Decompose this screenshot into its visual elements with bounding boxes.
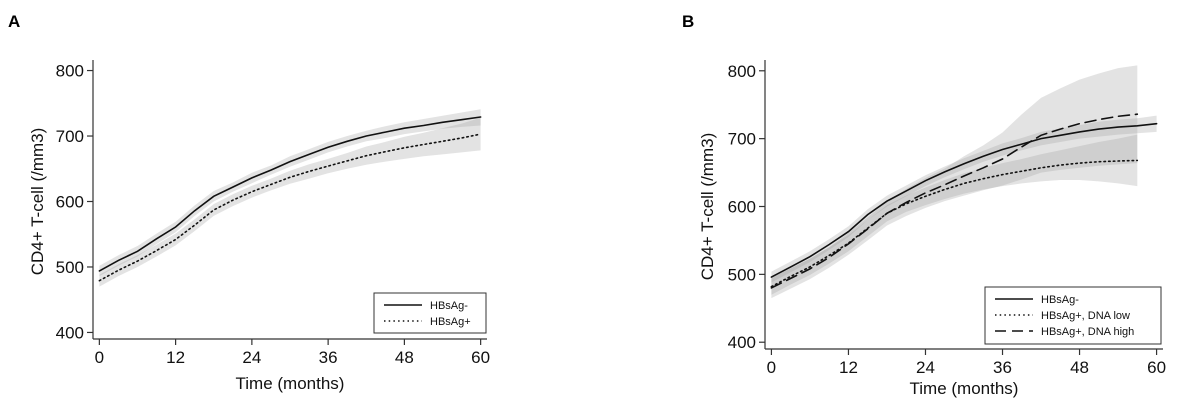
confidence-band-1 <box>99 109 481 277</box>
legend-label: HBsAg+, DNA low <box>1041 310 1130 322</box>
x-tick-label: 36 <box>319 348 338 367</box>
legend-label: HBsAg- <box>1041 294 1079 306</box>
y-tick-label: 600 <box>728 198 756 217</box>
x-tick-label: 36 <box>993 358 1012 377</box>
legend: HBsAg- HBsAg+ <box>373 292 487 334</box>
legend-box <box>373 292 487 334</box>
confidence-band-2 <box>771 134 1138 295</box>
x-tick-label: 24 <box>916 358 935 377</box>
x-axis-title: Time (months) <box>236 374 345 393</box>
y-tick-label: 600 <box>56 193 84 212</box>
legend-label: HBsAg+ <box>430 316 471 328</box>
legend-label: HBsAg+, DNA high <box>1041 326 1134 338</box>
x-tick-label: 0 <box>95 348 104 367</box>
x-tick-label: 12 <box>839 358 858 377</box>
y-axis-title: CD4+ T-cell (/mm3) <box>28 128 47 276</box>
y-axis-title: CD4+ T-cell (/mm3) <box>698 133 717 281</box>
x-tick-label: 24 <box>242 348 261 367</box>
series-line-3 <box>770 113 1139 289</box>
series-line-1 <box>98 116 482 272</box>
y-tick-label: 500 <box>728 265 756 284</box>
y-tick-label: 800 <box>56 62 84 81</box>
legend: HBsAg- HBsAg+, DNA low HBsAg+, DNA high <box>984 286 1162 345</box>
panel-letter: A <box>8 12 20 31</box>
x-tick-label: 60 <box>1147 358 1166 377</box>
y-tick-label: 400 <box>56 323 84 342</box>
series-line-2 <box>98 133 482 282</box>
y-tick-label: 800 <box>728 62 756 81</box>
panel-a: A 400 500 600 700 800 0 12 24 36 48 60 Time (months)… <box>8 12 490 393</box>
y-tick-label: 400 <box>728 333 756 352</box>
series-line-2 <box>770 159 1139 288</box>
x-tick-label: 48 <box>395 348 414 367</box>
x-axis-title: Time (months) <box>910 379 1019 398</box>
x-tick-label: 0 <box>767 358 776 377</box>
confidence-band-1 <box>771 115 1157 283</box>
x-tick-label: 48 <box>1070 358 1089 377</box>
y-tick-label: 700 <box>56 127 84 146</box>
series-line-1 <box>770 122 1158 278</box>
x-tick-label: 60 <box>471 348 490 367</box>
panel-b: B 400 500 600 700 800 0 12 24 36 48 60 Time (months)… <box>682 12 1166 398</box>
y-tick-label: 700 <box>728 130 756 149</box>
confidence-band-2 <box>99 117 481 287</box>
confidence-band-3 <box>771 65 1138 299</box>
panel-letter: B <box>682 12 694 31</box>
y-tick-label: 500 <box>56 258 84 277</box>
legend-label: HBsAg- <box>430 300 468 312</box>
x-tick-label: 12 <box>166 348 185 367</box>
